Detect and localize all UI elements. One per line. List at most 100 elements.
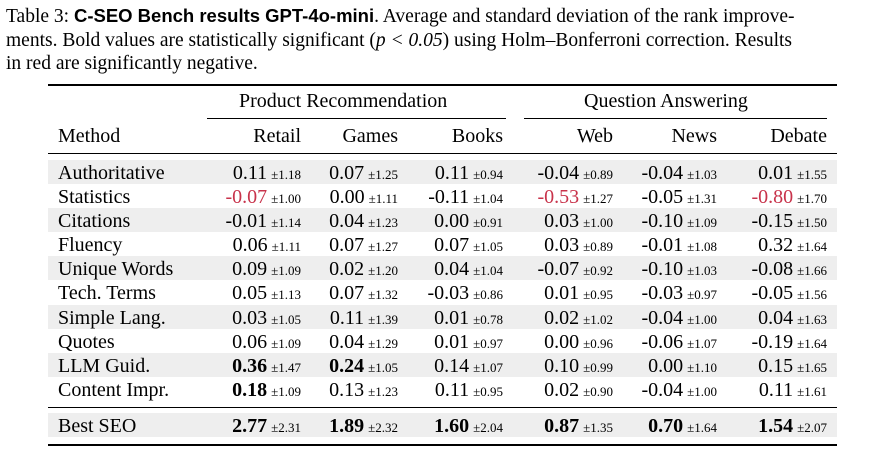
table-cell: 0.11 ±0.95 — [435, 378, 503, 404]
cell-sd: ±1.04 — [473, 191, 503, 206]
cell-mean: -0.53 — [537, 186, 580, 208]
cell-sd: ±1.27 — [368, 239, 398, 254]
cell-sd: ±1.00 — [687, 312, 717, 327]
cell-sd: ±2.07 — [797, 420, 827, 435]
cell-sd: ±1.05 — [271, 312, 301, 327]
cell-sd: ±1.23 — [368, 215, 398, 230]
cell-mean: 0.07 — [434, 234, 470, 256]
table-cell: -0.08 ±1.66 — [751, 257, 827, 283]
row-band — [48, 413, 837, 437]
cell-sd: ±1.05 — [473, 239, 503, 254]
cell-mean: 0.11 — [758, 379, 794, 401]
row-band — [48, 305, 837, 329]
table-cell: 0.09 ±1.09 — [232, 257, 301, 283]
cell-sd: ±1.64 — [687, 420, 717, 435]
column-header-5: Debate — [770, 125, 827, 147]
column-header-4: News — [671, 125, 717, 147]
cell-mean: 0.36 — [232, 355, 268, 377]
top-rule — [48, 84, 837, 86]
cell-mean: -0.07 — [225, 186, 268, 208]
cell-sd: ±1.03 — [687, 167, 717, 182]
cell-sd: ±0.92 — [583, 263, 613, 278]
group-rule-qa — [524, 118, 827, 119]
header-rule — [48, 153, 837, 154]
cell-mean: -0.05 — [641, 186, 684, 208]
cell-sd: ±2.32 — [368, 420, 398, 435]
row-band — [48, 160, 837, 184]
table-cell: 0.04 ±1.04 — [434, 257, 503, 283]
cell-mean: 0.03 — [544, 210, 580, 232]
cell-mean: 0.07 — [329, 162, 365, 184]
table-cell: 0.10 ±0.99 — [544, 354, 613, 380]
cell-sd: ±1.55 — [797, 167, 827, 182]
cell-sd: ±0.95 — [583, 287, 613, 302]
cell-sd: ±0.94 — [473, 167, 503, 182]
table-cell: 0.06 ±1.11 — [233, 233, 301, 259]
table-row-method: Statistics — [58, 186, 131, 208]
cell-sd: ±1.29 — [368, 336, 398, 351]
cell-mean: 0.24 — [329, 355, 365, 377]
cell-mean: 0.01 — [434, 331, 470, 353]
cell-mean: -0.01 — [641, 234, 684, 256]
cell-mean: 0.87 — [544, 415, 580, 437]
cell-sd: ±0.91 — [473, 215, 503, 230]
cell-mean: -0.04 — [641, 379, 684, 401]
table-cell: 0.11 ±0.94 — [435, 161, 503, 187]
cell-sd: ±1.11 — [271, 239, 301, 254]
cell-mean: 0.00 — [544, 331, 580, 353]
table-cell: -0.04 ±0.89 — [537, 161, 613, 187]
table-row-method: LLM Guid. — [58, 355, 151, 377]
cell-sd: ±1.09 — [271, 336, 301, 351]
cell-sd: ±1.02 — [583, 312, 613, 327]
cell-mean: 0.10 — [544, 355, 580, 377]
cell-sd: ±1.08 — [687, 239, 717, 254]
cell-mean: -0.10 — [641, 210, 684, 232]
cell-mean: -0.04 — [641, 162, 684, 184]
cell-mean: 0.04 — [758, 307, 794, 329]
table-cell: 0.07 ±1.05 — [434, 233, 503, 259]
cell-mean: 0.06 — [232, 331, 268, 353]
cell-sd: ±1.47 — [271, 360, 301, 375]
cell-sd: ±0.95 — [473, 384, 503, 399]
cell-mean: 0.00 — [648, 355, 684, 377]
cell-sd: ±0.86 — [473, 287, 503, 302]
cell-sd: ±1.70 — [797, 191, 827, 206]
table-cell: 0.00 ±1.11 — [330, 185, 398, 211]
column-header-0: Retail — [253, 125, 301, 147]
cell-mean: 0.03 — [544, 234, 580, 256]
cell-mean: 0.13 — [329, 379, 365, 401]
table-cell: 0.07 ±1.25 — [329, 161, 398, 187]
caption-line3: in red are significantly negative. — [6, 53, 258, 74]
table-cell: -0.03 ±0.86 — [427, 281, 503, 307]
cell-sd: ±1.56 — [797, 287, 827, 302]
table-cell: -0.04 ±1.00 — [641, 306, 717, 332]
table-cell: 0.01 ±0.97 — [434, 330, 503, 356]
table-cell: 0.04 ±1.63 — [758, 306, 827, 332]
table-cell: 0.04 ±1.29 — [329, 330, 398, 356]
table-cell: 0.05 ±1.13 — [232, 281, 301, 307]
cell-mean: 0.11 — [232, 162, 268, 184]
table-cell: -0.07 ±0.92 — [537, 257, 613, 283]
cell-sd: ±1.64 — [797, 239, 827, 254]
cell-sd: ±0.89 — [583, 167, 613, 182]
table-cell: -0.01 ±1.08 — [641, 233, 717, 259]
cell-sd: ±1.07 — [473, 360, 503, 375]
cell-sd: ±1.10 — [687, 360, 717, 375]
cell-sd: ±0.90 — [583, 384, 613, 399]
row-band — [48, 353, 837, 377]
cell-sd: ±1.13 — [271, 287, 301, 302]
cell-sd: ±1.20 — [368, 263, 398, 278]
cell-mean: -0.19 — [751, 331, 794, 353]
cell-sd: ±1.63 — [797, 312, 827, 327]
table-cell: 0.14 ±1.07 — [434, 354, 503, 380]
table-row-method: Best SEO — [58, 415, 137, 437]
caption-line2-b: ) using Holm–Bonferroni correction. Resu… — [442, 29, 792, 51]
table-cell: 0.07 ±1.27 — [329, 233, 398, 259]
cell-sd: ±1.00 — [583, 215, 613, 230]
table-cell: 0.32 ±1.64 — [758, 233, 827, 259]
table-cell: 2.77 ±2.31 — [232, 414, 301, 440]
table-cell: 0.02 ±1.02 — [544, 306, 613, 332]
table-cell: -0.04 ±1.00 — [641, 378, 717, 404]
caption-title: C-SEO Bench results GPT-4o-mini — [73, 5, 375, 26]
caption-p-expr: p < 0.05 — [375, 29, 443, 51]
